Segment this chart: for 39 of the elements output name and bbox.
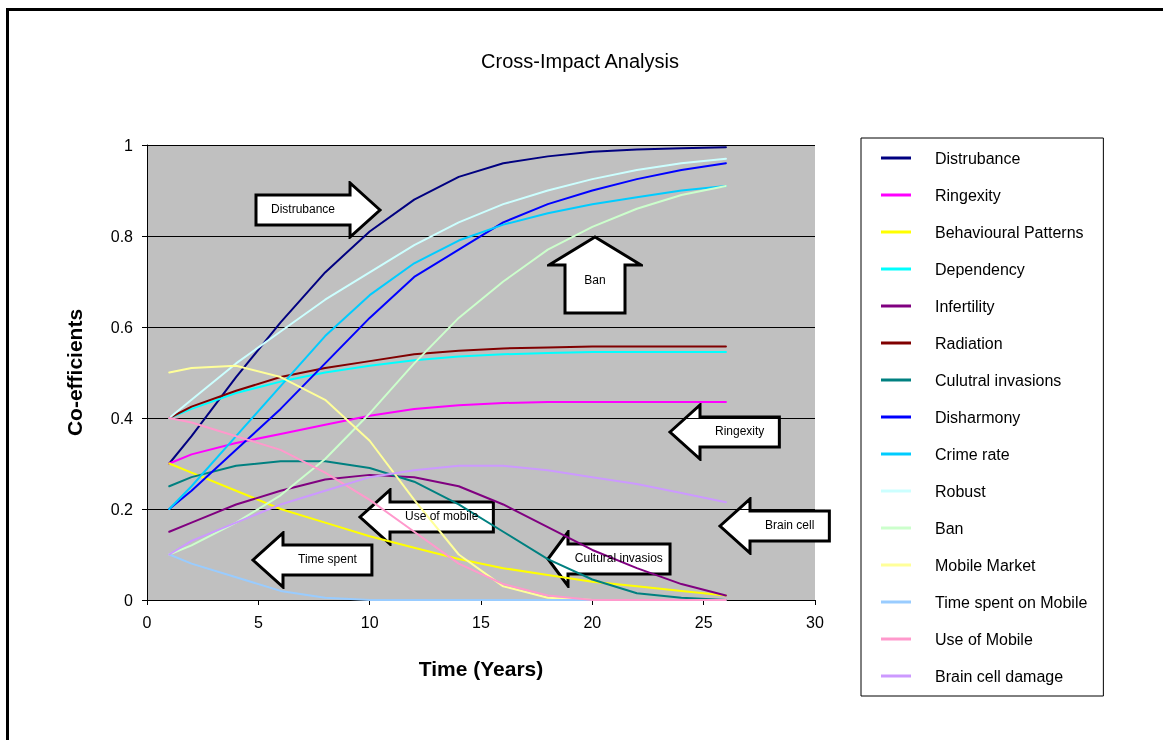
y-tick-label: 1 <box>124 136 134 154</box>
x-tick-label: 25 <box>694 613 713 631</box>
legend-label: Infertility <box>935 297 995 315</box>
x-axis-title: Time (Years) <box>418 657 544 680</box>
legend-label: Culutral invasions <box>935 371 1062 389</box>
x-tick-label: 5 <box>253 613 263 631</box>
annotation: Cultural invasios <box>574 551 663 566</box>
annotation: Ringexity <box>715 424 765 438</box>
y-tick-label: 0.4 <box>110 409 134 427</box>
x-tick-label: 20 <box>583 613 602 631</box>
y-tick-label: 0.6 <box>110 318 134 336</box>
annotation: Ban <box>584 273 606 287</box>
x-tick-label: 30 <box>806 613 824 631</box>
legend-label: Ringexity <box>935 186 1001 204</box>
line-series <box>168 157 727 419</box>
y-axis-title: Co-efficients <box>63 308 86 437</box>
legend-label: Crime rate <box>935 445 1010 463</box>
y-tick-label: 0.8 <box>110 227 134 245</box>
annotation: Distrubance <box>270 202 335 216</box>
annotation: Use of mobile <box>405 509 479 523</box>
legend-label: Robust <box>935 482 987 500</box>
legend-label: Radiation <box>935 334 1003 352</box>
legend-label: Dependency <box>935 260 1025 278</box>
annotation: Brain cell <box>765 518 815 532</box>
x-tick-label: 10 <box>360 613 379 631</box>
annotation: Time spent <box>298 552 357 566</box>
legend-label: Time spent on Mobile <box>935 593 1088 611</box>
legend-label: Use of Mobile <box>935 630 1033 648</box>
y-tick-label: 0 <box>124 591 134 609</box>
x-tick-label: 0 <box>142 613 152 631</box>
legend-label: Brain cell damage <box>935 667 1064 685</box>
y-tick-label: 0.2 <box>110 500 134 518</box>
legend-label: Distrubance <box>935 149 1021 167</box>
legend-label: Mobile Market <box>935 556 1037 574</box>
legend-label: Ban <box>935 519 964 537</box>
legend-label: Behavioural Patterns <box>935 223 1084 241</box>
x-tick-label: 15 <box>472 613 490 631</box>
legend-label: Disharmony <box>935 408 1021 426</box>
chart-title: Cross-Impact Analysis <box>481 50 679 72</box>
